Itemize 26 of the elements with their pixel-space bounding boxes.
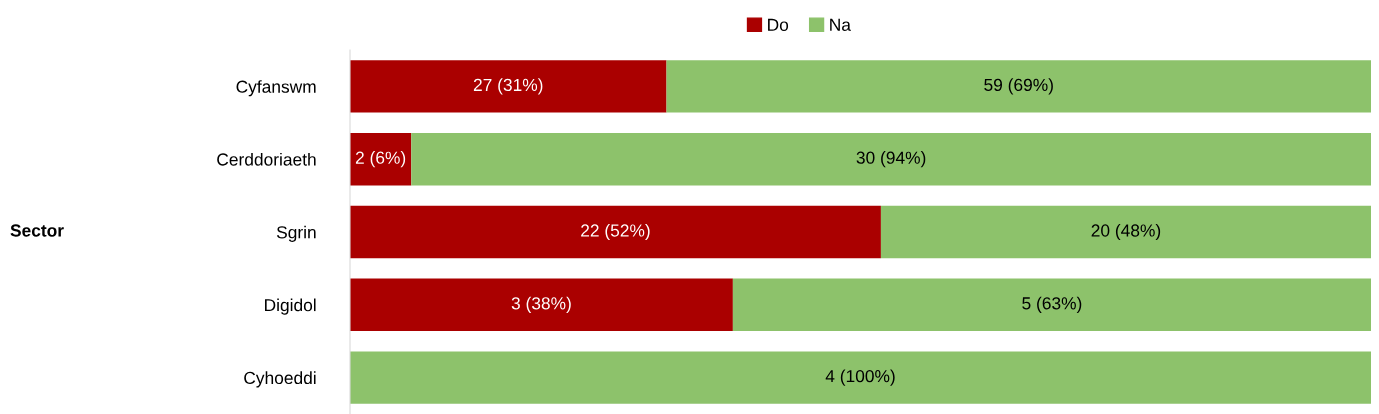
data-label: 22 (52%): [581, 223, 650, 241]
data-label: 20 (48%): [1091, 223, 1161, 241]
data-label: 3 (38%): [511, 296, 571, 313]
y-tick-label: Cerddoriaeth: [217, 152, 316, 166]
bar: [350, 278, 733, 332]
y-tick-label: Cyhoeddi: [244, 371, 316, 388]
bar: [411, 132, 1371, 186]
bar: [666, 60, 1371, 113]
legend-label: Do: [768, 18, 789, 31]
data-label: 59 (69%): [984, 78, 1053, 95]
bar: [880, 205, 1371, 259]
bar: [350, 351, 1371, 404]
y-tick-label: Digidol: [265, 298, 316, 315]
data-label: 2 (6%): [355, 151, 406, 168]
legend-label: Na: [830, 18, 851, 31]
data-label: 27 (31%): [473, 78, 543, 95]
text: Sector: [10, 224, 64, 237]
bar: [350, 205, 881, 259]
y-tick-label: Sgrin: [276, 225, 316, 242]
y-tick-label: Cyfanswm: [236, 80, 316, 97]
bar: [350, 60, 667, 113]
data-label: 4 (100%): [825, 369, 895, 386]
data-label: 5 (63%): [1022, 296, 1082, 313]
data-label: 30 (94%): [856, 151, 926, 168]
bar: [732, 278, 1371, 332]
bar: [350, 132, 412, 186]
